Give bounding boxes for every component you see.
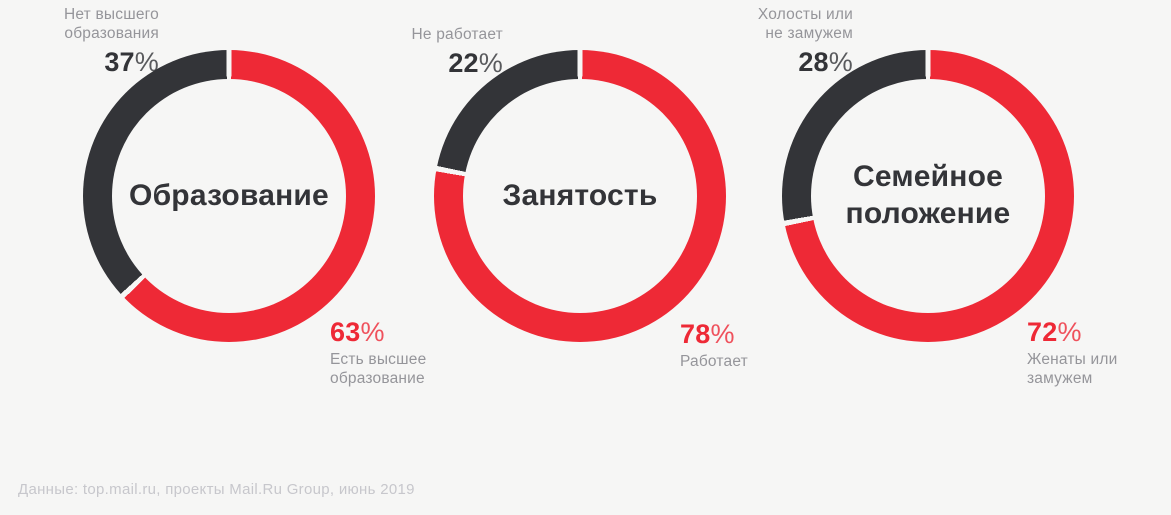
percent-value: 28 xyxy=(798,46,829,77)
chart-title-employment: Занятость xyxy=(502,178,658,212)
donut-chart-marital-status: Семейное положение xyxy=(782,50,1074,342)
employment-dark-segment-label: Не работает 22% xyxy=(412,26,503,77)
segment-percent: 22% xyxy=(412,49,503,77)
segment-percent: 28% xyxy=(758,48,853,76)
segment-label-text: Холосты или не замужем xyxy=(757,6,853,42)
segment-percent: 72% xyxy=(1027,318,1118,346)
percent-value: 72 xyxy=(1027,317,1058,347)
segment-percent: 78% xyxy=(680,320,748,348)
segment-percent: 63% xyxy=(330,318,426,346)
data-source-note: Данные: top.mail.ru, проекты Mail.Ru Gro… xyxy=(18,481,415,498)
percent-value: 37 xyxy=(104,46,135,77)
segment-label-text: Нет высшего образования xyxy=(63,6,159,42)
donut-hole: Образование xyxy=(112,79,346,313)
donut-chart-education: Образование xyxy=(83,50,375,342)
employment-red-segment-label: 78% Работает xyxy=(680,320,748,372)
percent-sign: % xyxy=(360,317,385,347)
segment-label-text: Есть высшее образование xyxy=(330,351,427,388)
donut-chart-employment: Занятость xyxy=(434,50,726,342)
donut-hole: Семейное положение xyxy=(811,79,1045,313)
segment-percent: 37% xyxy=(64,48,159,76)
education-dark-segment-label: Нет высшего образования 37% xyxy=(64,6,159,76)
percent-value: 22 xyxy=(448,47,479,78)
percent-sign: % xyxy=(710,319,735,349)
segment-label-text: Женаты или замужем xyxy=(1027,351,1118,388)
percent-sign: % xyxy=(828,46,853,77)
education-red-segment-label: 63% Есть высшее образование xyxy=(330,318,426,389)
chart-title-marital-status: Семейное положение xyxy=(845,160,1011,230)
percent-value: 78 xyxy=(680,319,711,349)
percent-value: 63 xyxy=(330,317,361,347)
marital-red-segment-label: 72% Женаты или замужем xyxy=(1027,318,1118,389)
percent-sign: % xyxy=(478,47,503,78)
chart-title-education: Образование xyxy=(129,178,329,212)
donut-hole: Занятость xyxy=(463,79,697,313)
percent-sign: % xyxy=(1057,317,1082,347)
marital-dark-segment-label: Холосты или не замужем 28% xyxy=(758,6,853,76)
segment-label-text: Работает xyxy=(680,353,748,371)
segment-label-text: Не работает xyxy=(411,26,503,43)
